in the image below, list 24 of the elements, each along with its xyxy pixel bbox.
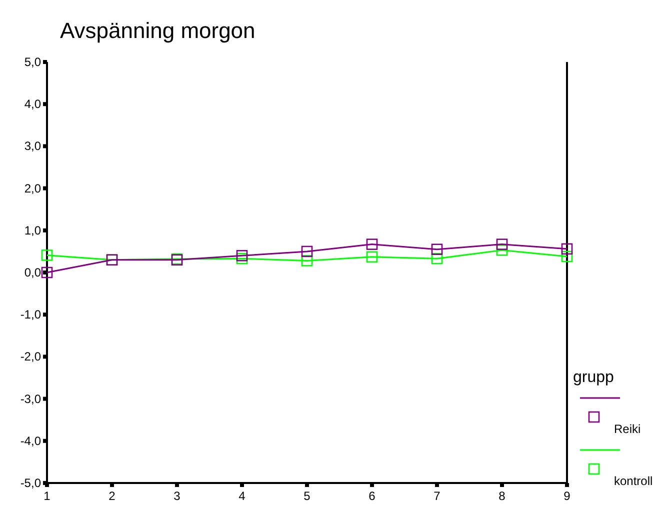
y-tick-label: 2,0 — [24, 181, 42, 196]
y-tick-label: 4,0 — [24, 97, 42, 112]
y-tick-label: 0,0 — [24, 266, 42, 280]
x-tick-label: 4 — [238, 489, 246, 503]
y-tick-label: 3,0 — [24, 139, 42, 154]
y-tick-label: -5,0 — [20, 476, 42, 490]
y-tick-label: -3,0 — [20, 392, 42, 406]
x-tick-label: 7 — [434, 489, 441, 503]
x-tick-label: 6 — [368, 489, 376, 503]
x-tick-label: 9 — [564, 489, 571, 503]
x-tick-label: 5 — [304, 489, 311, 503]
y-tick-label: -2,0 — [20, 350, 42, 364]
legend-title: grupp — [573, 369, 614, 386]
x-tick-label: 8 — [498, 489, 506, 503]
text: kontroll — [614, 474, 653, 488]
x-tick-label: 2 — [108, 489, 116, 503]
y-tick-label: -4,0 — [20, 434, 42, 448]
y-tick-label: -1,0 — [20, 308, 42, 322]
y-tick-label: 1,0 — [24, 223, 42, 238]
chart-title: Avspänning morgon — [60, 18, 256, 43]
text: Reiki — [614, 422, 641, 436]
x-tick-label: 3 — [174, 489, 181, 503]
y-tick-label: 5,0 — [24, 55, 42, 69]
x-tick-label: 1 — [44, 489, 51, 503]
